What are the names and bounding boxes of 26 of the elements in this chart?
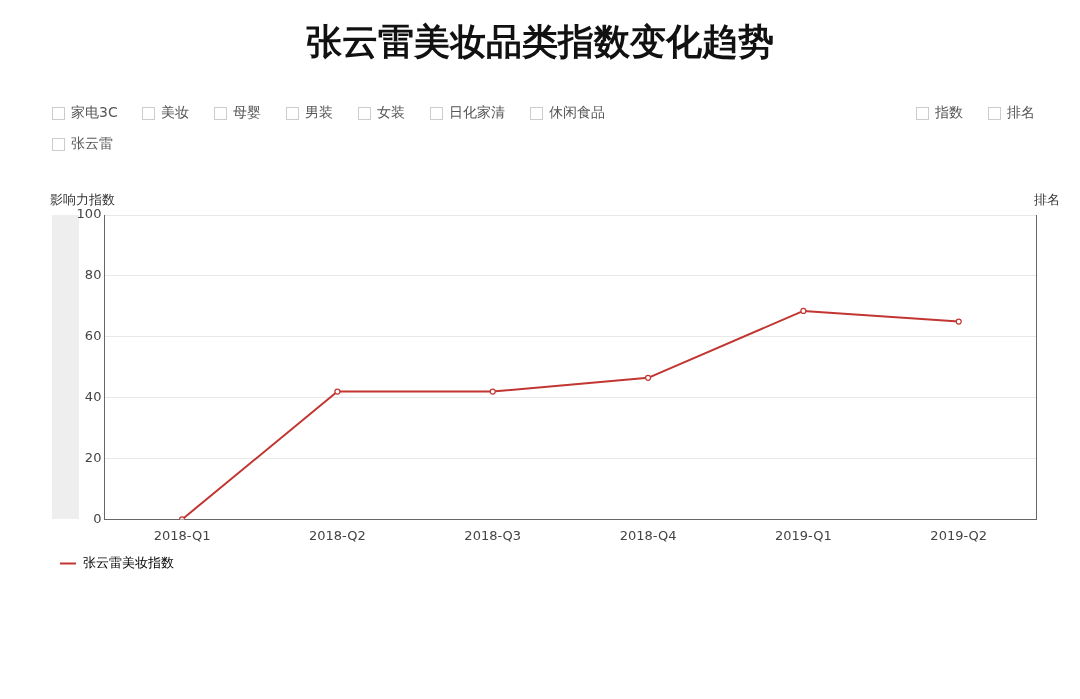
text: 女装 xyxy=(377,104,405,122)
text: 男装 xyxy=(305,104,333,122)
x-tick-label: 2019-Q2 xyxy=(930,527,988,543)
text: 张云雷 xyxy=(71,135,113,153)
text: 家电3C xyxy=(71,104,118,122)
y-tick-label: 80 xyxy=(84,267,102,283)
y-tick-label: 20 xyxy=(84,449,102,465)
x-tick-label: 2018-Q1 xyxy=(153,527,211,543)
text: 排名 xyxy=(1007,104,1035,122)
legend-label: 张云雷美妆指数 xyxy=(82,554,174,570)
text: 母婴 xyxy=(233,104,261,122)
y-tick-label: 100 xyxy=(76,206,102,222)
y-tick-label: 0 xyxy=(93,510,102,526)
y-axis-title: 影响力指数 xyxy=(50,191,115,207)
text: 指数 xyxy=(935,104,963,122)
y-tick-label: 60 xyxy=(84,328,102,344)
y2-axis-title: 排名 xyxy=(1034,191,1060,207)
chart-title: 张云雷美妆品类指数变化趋势 xyxy=(305,20,775,64)
text: 日化家清 xyxy=(449,104,505,122)
text: 休闲食品 xyxy=(549,104,605,122)
x-tick-label: 2018-Q3 xyxy=(464,527,522,543)
text: 美妆 xyxy=(161,104,189,122)
x-tick-label: 2018-Q2 xyxy=(309,527,366,543)
y-tick-label: 40 xyxy=(84,389,102,405)
x-tick-label: 2019-Q1 xyxy=(775,527,832,543)
x-tick-label: 2018-Q4 xyxy=(619,527,677,543)
